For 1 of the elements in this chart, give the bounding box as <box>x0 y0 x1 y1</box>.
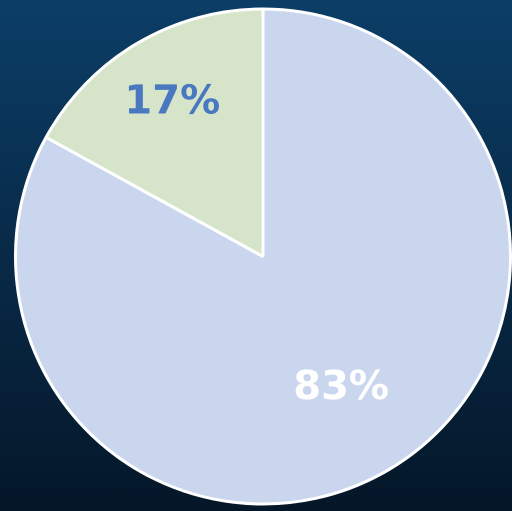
data-label: 17% <box>124 78 220 124</box>
